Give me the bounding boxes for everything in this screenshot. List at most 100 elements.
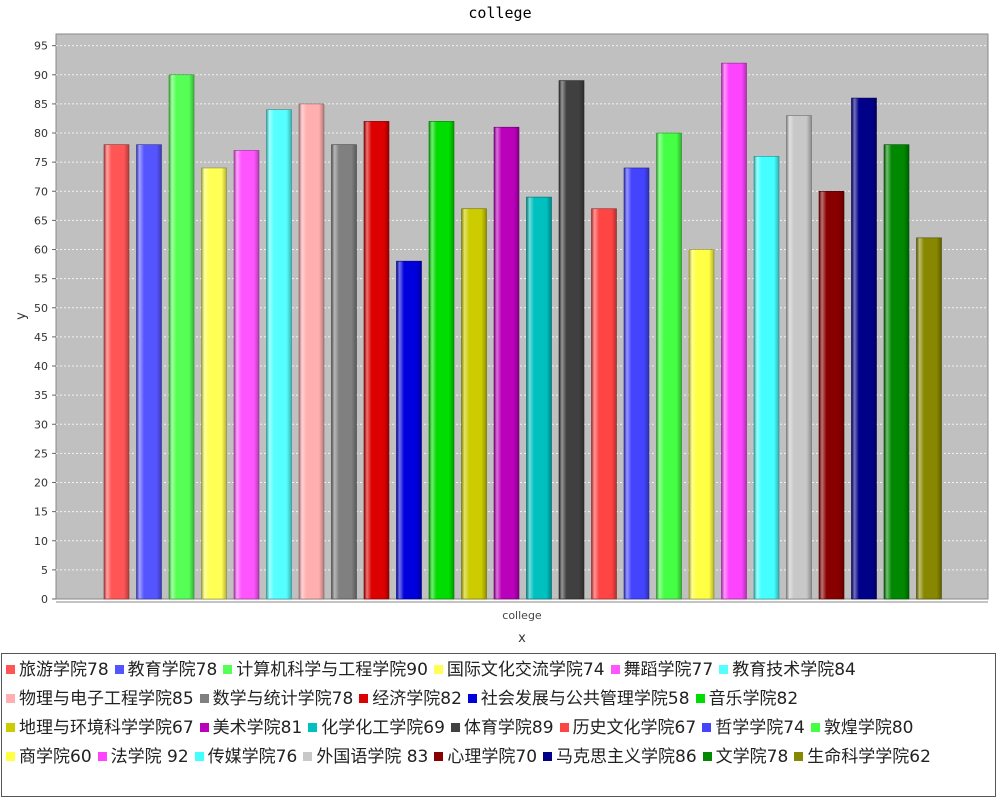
legend-item: 体育学院89 [450, 714, 554, 743]
bar [461, 208, 487, 600]
legend-item: 化学化工学院69 [308, 714, 445, 743]
bar [298, 103, 325, 600]
legend-item: 社会发展与公共管理学院58 [467, 685, 690, 714]
legend-item: 舞蹈学院77 [610, 656, 714, 685]
legend-swatch [308, 722, 318, 732]
bar [558, 80, 585, 600]
legend-swatch [810, 722, 820, 732]
legend-swatch [450, 722, 460, 732]
bar [883, 144, 910, 600]
legend-swatch [702, 722, 712, 732]
bar [818, 190, 845, 600]
legend-item: 商学院60 [6, 743, 92, 772]
bar [363, 121, 390, 600]
plot-area [55, 33, 989, 600]
bar [623, 167, 650, 600]
legend-label: 社会发展与公共管理学院58 [480, 689, 690, 709]
y-tick-label: 65 [34, 214, 48, 227]
legend-swatch [359, 693, 369, 703]
legend-swatch [543, 751, 553, 761]
bar [266, 109, 292, 600]
bar [851, 97, 877, 600]
bar [168, 74, 195, 600]
bar [428, 121, 455, 600]
legend-label: 生命科学学院62 [807, 747, 931, 767]
y-tick-label: 10 [34, 535, 48, 548]
legend-item: 地理与环境科学学院67 [6, 714, 194, 743]
y-tick-label: 15 [34, 506, 48, 519]
legend-swatch [194, 751, 204, 761]
y-tick-label: 30 [34, 418, 48, 431]
bars [103, 62, 942, 600]
y-tick-label: 40 [34, 360, 48, 373]
legend-item: 传媒学院76 [194, 743, 298, 772]
legend-swatch [559, 722, 569, 732]
legend-item: 敦煌学院80 [810, 714, 914, 743]
x-category-label: college [502, 609, 542, 622]
legend-item: 心理学院70 [434, 743, 537, 772]
chart-legend: 旅游学院78 教育学院78 计算机科学与工程学院90 国际文化交流学院74 舞蹈学院77… [1, 653, 996, 797]
y-axis-title: y [14, 312, 29, 320]
legend-swatch [6, 693, 15, 703]
legend-label: 体育学院89 [463, 718, 554, 738]
y-tick-label: 80 [34, 127, 48, 140]
legend-label: 物理与电子工程学院85 [19, 689, 194, 709]
legend-item: 教育技术学院84 [719, 656, 856, 685]
legend-label: 旅游学院78 [19, 660, 109, 680]
legend-swatch [467, 693, 477, 703]
legend-label: 敦煌学院80 [823, 718, 914, 738]
legend-swatch [223, 664, 233, 674]
legend-label: 美术学院81 [212, 718, 303, 738]
legend-label: 马克思主义学院86 [556, 747, 697, 767]
legend-label: 舞蹈学院77 [623, 660, 714, 680]
bar [493, 126, 520, 600]
legend-swatch [6, 751, 15, 761]
legend-label: 教育学院78 [127, 660, 218, 680]
bar [331, 144, 357, 600]
legend-swatch [303, 751, 313, 761]
legend-label: 教育技术学院84 [732, 660, 856, 680]
bar [591, 208, 617, 600]
bar [721, 62, 747, 600]
legend-label: 经济学院82 [372, 689, 462, 709]
bar [233, 150, 260, 600]
bar [201, 167, 227, 600]
legend-label: 历史文化学院67 [572, 718, 697, 738]
bar [526, 196, 552, 600]
legend-swatch [702, 751, 712, 761]
legend-swatch [114, 664, 124, 674]
legend-label: 外国语学院 83 [316, 747, 429, 767]
y-tick-label: 60 [34, 244, 48, 257]
legend-swatch [434, 751, 444, 761]
y-tick-label: 50 [34, 302, 48, 315]
bar [656, 132, 682, 600]
y-tick-label: 20 [34, 477, 48, 490]
legend-label: 数学与统计学院78 [212, 689, 354, 709]
chart-title: college [468, 4, 531, 22]
legend-item: 生命科学学院62 [794, 743, 931, 772]
y-tick-label: 90 [34, 69, 48, 82]
legend-item: 历史文化学院67 [559, 714, 697, 743]
legend-swatch [199, 693, 209, 703]
legend-item: 外国语学院 83 [303, 743, 428, 772]
legend-swatch [794, 751, 804, 761]
legend-swatch [695, 693, 705, 703]
legend-swatch [610, 664, 620, 674]
y-tick-label: 70 [34, 185, 48, 198]
y-tick-label: 35 [34, 389, 48, 402]
y-tick-label: 75 [34, 156, 48, 169]
legend-item: 马克思主义学院86 [543, 743, 697, 772]
legend-item: 哲学学院74 [702, 714, 805, 743]
legend-label: 哲学学院74 [715, 718, 805, 738]
legend-swatch [433, 664, 443, 674]
legend-label: 心理学院70 [447, 747, 538, 767]
legend-label: 国际文化交流学院74 [446, 660, 605, 680]
legend-item: 经济学院82 [359, 685, 462, 714]
legend-label: 地理与环境科学学院67 [19, 718, 194, 738]
legend-label: 文学院78 [715, 747, 789, 767]
legend-swatch [199, 722, 209, 732]
y-tick-label: 0 [41, 593, 48, 606]
legend-swatch [6, 664, 15, 674]
legend-label: 传媒学院76 [207, 747, 298, 767]
legend-item: 物理与电子工程学院85 [6, 685, 194, 714]
